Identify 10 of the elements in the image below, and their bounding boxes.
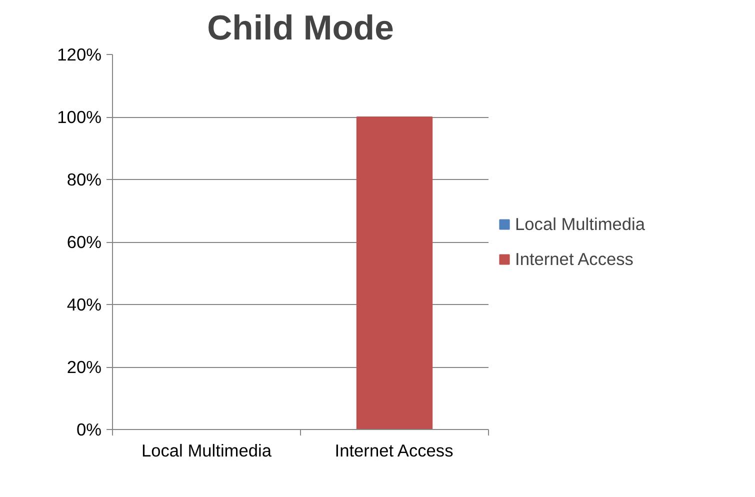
y-tick-label: 80% (66, 170, 102, 190)
legend-label: Local Multimedia (515, 214, 646, 234)
chart-title: Child Mode (207, 10, 394, 48)
legend-label: Internet Access (515, 248, 634, 270)
y-tick-label: 120% (57, 44, 102, 64)
y-tick-label: 60% (66, 232, 102, 252)
y-tick-label: 40% (66, 294, 102, 314)
y-tick-label: 20% (66, 357, 102, 377)
y-tick-label: 100% (57, 107, 102, 127)
y-tick-label: 0% (76, 420, 102, 440)
